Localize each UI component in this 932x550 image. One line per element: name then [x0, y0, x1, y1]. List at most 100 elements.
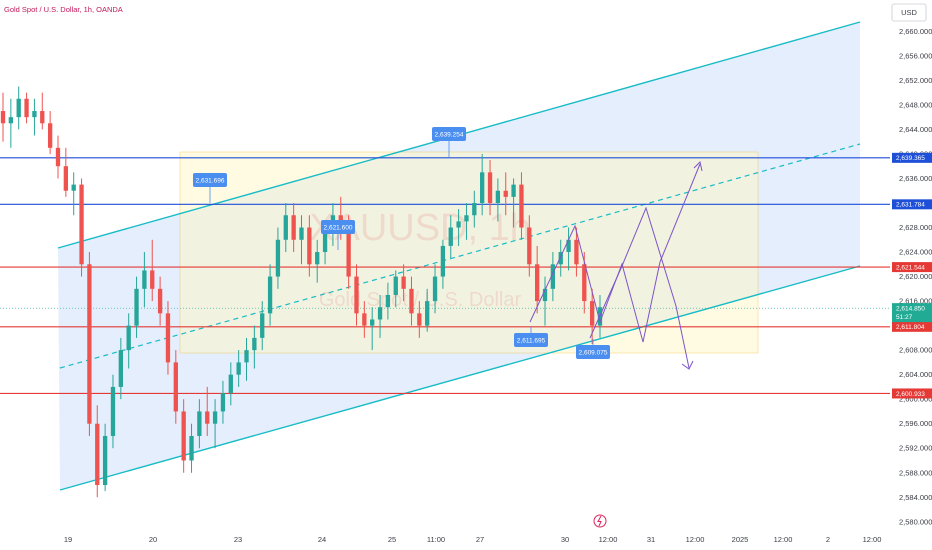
candle-body	[299, 227, 304, 240]
candle-body	[8, 117, 14, 124]
y-tick-label: 2,656.000	[899, 51, 932, 60]
candle-body	[291, 215, 296, 240]
candle-body	[118, 350, 123, 387]
candle-body	[0, 111, 6, 124]
price-line-tag-label: 2,600.933	[896, 391, 925, 398]
candle-body	[110, 386, 116, 436]
annotation-box[interactable]	[576, 345, 610, 359]
candle-body	[63, 166, 69, 191]
candle-body	[589, 301, 595, 326]
candle-body	[236, 362, 241, 375]
candle-body	[448, 227, 453, 246]
annotation-box[interactable]	[514, 333, 548, 347]
candle-body	[165, 313, 171, 363]
candle-body	[385, 294, 391, 308]
candle-body	[456, 221, 461, 228]
x-tick-label: 24	[318, 535, 326, 544]
candle-body	[558, 252, 563, 265]
candle-body	[440, 245, 446, 277]
candle-body	[220, 393, 226, 412]
annotation-box[interactable]	[432, 127, 466, 141]
candle-body	[134, 288, 139, 326]
projection-path-a	[529, 224, 661, 343]
price-line-tag-label: 2,611.804	[896, 324, 925, 331]
x-tick-label: 12:00	[774, 535, 793, 544]
candle-body	[472, 202, 477, 216]
candle-body	[283, 215, 288, 240]
currency-button[interactable]	[891, 3, 927, 22]
candle-body	[582, 264, 587, 302]
candle-body	[425, 301, 430, 326]
candle-body	[346, 227, 351, 277]
x-tick-label: 11:00	[427, 535, 445, 544]
candle-body	[566, 239, 571, 253]
candle-body	[354, 276, 359, 314]
y-tick-label: 2,644.000	[899, 125, 932, 134]
candle-body	[480, 172, 485, 203]
price-annotations: 2,631.696 2,621.600 2,639.254 2,611.695 2,60…	[193, 127, 610, 359]
y-tick-label: 2,580.000	[899, 517, 932, 526]
candle-body	[315, 252, 320, 265]
annotation-label: 2,611.695	[517, 338, 546, 345]
price-line-tag-label: 2,621.544	[896, 264, 925, 271]
y-tick-label: 2,600.000	[899, 395, 932, 404]
x-tick-label: 12:00	[686, 535, 705, 544]
candle-body	[228, 374, 233, 394]
y-tick-label: 2,648.000	[899, 100, 932, 109]
annotation-box[interactable]	[193, 173, 227, 187]
candle-body	[40, 111, 45, 124]
price-axis[interactable]	[890, 0, 932, 550]
candle-body	[16, 98, 21, 118]
candle-body	[126, 325, 131, 351]
candle-body	[244, 350, 249, 363]
candle-body	[511, 184, 516, 197]
x-tick-label: 25	[388, 535, 396, 544]
candle-body	[24, 98, 29, 118]
candle-body	[32, 111, 37, 118]
candle-body	[307, 227, 312, 265]
y-tick-label: 2,592.000	[899, 444, 932, 453]
annotation-label: 2,639.254	[435, 132, 464, 139]
candle-body	[574, 239, 579, 265]
candle-body	[542, 288, 548, 302]
candle-body	[550, 264, 556, 289]
candle-body	[401, 276, 406, 289]
annotation-box[interactable]	[321, 220, 355, 234]
countdown-label: 51:27	[896, 314, 913, 321]
candle-body	[157, 288, 163, 314]
y-tick-label: 2,588.000	[899, 468, 932, 477]
price-line-tag	[892, 152, 932, 163]
candle-body	[370, 319, 375, 326]
x-tick-label: 2	[826, 535, 830, 544]
y-tick-label: 2,660.000	[899, 27, 932, 36]
candle-body	[87, 264, 92, 424]
x-tick-label: 31	[647, 535, 655, 544]
x-axis-ticks: 19 20 23 24 25 11:00 27 30 12:00 31 12:00 2025 12:00…	[64, 535, 882, 544]
candle-body	[527, 227, 532, 265]
lightning-icon[interactable]	[593, 514, 607, 528]
candle-body	[71, 184, 76, 191]
y-tick-label: 2,624.000	[899, 248, 932, 257]
candle-body	[322, 233, 328, 253]
candle-body	[519, 184, 524, 228]
price-line-tag	[892, 388, 932, 399]
annotation-label: 2,631.696	[196, 178, 225, 185]
x-tick-label: 19	[64, 535, 72, 544]
price-line-tag	[892, 199, 932, 210]
candle-body	[432, 276, 438, 302]
y-tick-label: 2,584.000	[899, 493, 932, 502]
current-price-label: 2,614.850	[896, 306, 925, 313]
chart-title: Gold Spot / U.S. Dollar, 1h, OANDA	[4, 5, 123, 14]
candle-body	[197, 411, 202, 436]
price-line-tag	[892, 321, 932, 332]
y-tick-label: 2,616.000	[899, 297, 932, 306]
x-tick-label: 30	[561, 535, 569, 544]
candle-body	[275, 239, 281, 277]
currency-label: USD	[901, 8, 917, 17]
candle-body	[205, 411, 210, 424]
candle-body	[47, 123, 53, 148]
candle-body	[377, 307, 383, 320]
x-tick-label: 20	[149, 535, 157, 544]
x-tick-label: 27	[476, 535, 484, 544]
